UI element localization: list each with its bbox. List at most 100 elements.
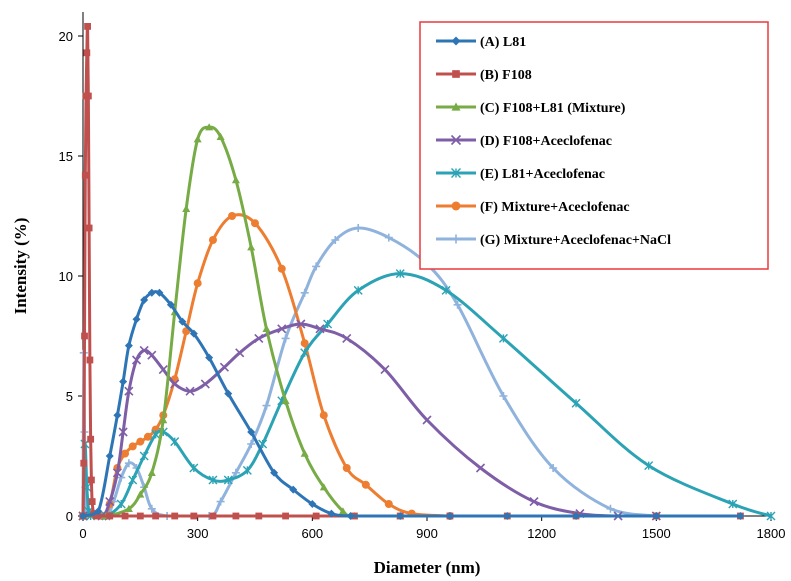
data-point-marker xyxy=(499,392,508,400)
data-point-marker xyxy=(549,464,558,472)
data-point-marker xyxy=(117,473,126,482)
legend-label: (E) L81+Aceclofenac xyxy=(480,167,605,182)
data-point-marker xyxy=(205,123,214,131)
data-point-marker xyxy=(139,451,149,461)
data-point-marker xyxy=(353,285,363,295)
data-point-marker xyxy=(189,463,199,473)
data-point-marker xyxy=(308,500,317,508)
data-point-marker xyxy=(380,365,390,375)
data-point-marker xyxy=(277,264,286,273)
x-tick-label: 300 xyxy=(187,526,209,541)
data-point-marker xyxy=(451,201,461,211)
x-tick-label: 1500 xyxy=(642,526,671,541)
data-point-marker xyxy=(453,300,462,309)
legend-label: (B) F108 xyxy=(480,68,532,83)
data-point-marker xyxy=(140,296,149,304)
data-point-marker xyxy=(119,377,128,386)
data-point-marker xyxy=(312,512,320,520)
data-point-marker xyxy=(503,512,512,520)
data-point-marker xyxy=(159,416,168,424)
data-point-marker xyxy=(155,288,164,297)
y-tick-label: 0 xyxy=(66,509,73,524)
data-point-marker xyxy=(255,512,263,520)
data-point-marker xyxy=(231,468,240,477)
series-c-f108-l81-mixture xyxy=(79,123,405,520)
data-point-marker xyxy=(116,499,126,509)
data-point-marker xyxy=(300,339,309,348)
data-point-marker xyxy=(282,512,289,520)
data-point-marker xyxy=(112,468,122,478)
data-point-marker xyxy=(331,236,340,244)
data-point-marker xyxy=(121,512,129,520)
data-point-marker xyxy=(170,437,180,447)
data-point-marker xyxy=(85,224,93,232)
x-ticks: 0 300 600 900 1200 1500 1800 xyxy=(79,516,785,541)
x-tick-label: 900 xyxy=(416,526,438,541)
data-point-marker xyxy=(105,497,115,507)
data-point-marker xyxy=(205,353,214,362)
data-point-marker xyxy=(209,512,217,520)
data-point-marker xyxy=(300,449,309,457)
data-point-marker xyxy=(289,485,298,494)
data-point-marker xyxy=(736,512,745,520)
x-axis-title: Diameter (nm) xyxy=(374,558,481,577)
data-point-marker xyxy=(105,452,114,460)
legend-items: (A) L81 (B) F108 (C) F108+L81 (Mixture) (D)… xyxy=(436,35,671,248)
data-point-marker xyxy=(451,36,461,46)
data-point-marker xyxy=(342,464,351,472)
data-point-marker xyxy=(572,512,581,520)
data-point-marker xyxy=(84,92,92,100)
data-point-marker xyxy=(235,348,245,358)
x-tick-label: 1800 xyxy=(757,526,786,541)
legend-box xyxy=(419,21,769,270)
data-point-marker xyxy=(113,411,122,420)
data-point-marker xyxy=(185,386,195,396)
data-point-marker xyxy=(644,461,654,471)
data-point-marker xyxy=(312,262,321,271)
data-point-marker xyxy=(445,512,454,520)
data-point-marker xyxy=(384,500,393,508)
y-tick-label: 5 xyxy=(66,389,73,404)
data-point-marker xyxy=(208,475,218,485)
data-point-marker xyxy=(200,379,210,389)
data-point-marker xyxy=(208,236,217,244)
series-e-l81-aceclofenac xyxy=(78,269,776,521)
data-point-marker xyxy=(277,324,287,334)
x-tick-label: 1200 xyxy=(527,526,556,541)
data-point-marker xyxy=(451,168,461,178)
data-point-marker xyxy=(728,499,738,509)
data-point-marker xyxy=(262,401,271,410)
data-point-marker xyxy=(606,504,615,513)
data-point-marker xyxy=(251,219,259,228)
data-point-marker xyxy=(131,355,142,365)
data-point-marker xyxy=(136,512,144,520)
data-point-marker xyxy=(247,428,256,436)
data-point-marker xyxy=(152,512,160,520)
x-tick-label: 600 xyxy=(301,526,323,541)
data-point-marker xyxy=(224,389,233,398)
data-point-marker xyxy=(319,483,328,491)
series-a-l81 xyxy=(79,288,745,520)
legend-item: (A) L81 xyxy=(436,35,526,50)
y-tick-label: 10 xyxy=(59,269,73,284)
data-point-marker xyxy=(121,449,130,458)
data-point-marker xyxy=(346,512,355,520)
data-point-marker xyxy=(182,204,191,212)
data-point-marker xyxy=(529,497,539,507)
data-point-marker xyxy=(190,512,198,520)
data-point-marker xyxy=(158,365,168,375)
data-point-marker xyxy=(395,269,405,279)
data-point-marker xyxy=(452,70,460,78)
data-point-marker xyxy=(315,324,325,334)
data-point-marker xyxy=(422,415,432,425)
data-point-marker xyxy=(354,224,363,232)
data-point-marker xyxy=(124,386,134,396)
data-point-marker xyxy=(87,435,95,443)
data-point-marker xyxy=(498,333,508,343)
data-point-marker xyxy=(86,356,94,364)
data-point-marker xyxy=(80,459,88,467)
data-point-marker xyxy=(228,212,237,220)
data-point-marker xyxy=(88,498,96,505)
data-point-marker xyxy=(441,285,451,295)
